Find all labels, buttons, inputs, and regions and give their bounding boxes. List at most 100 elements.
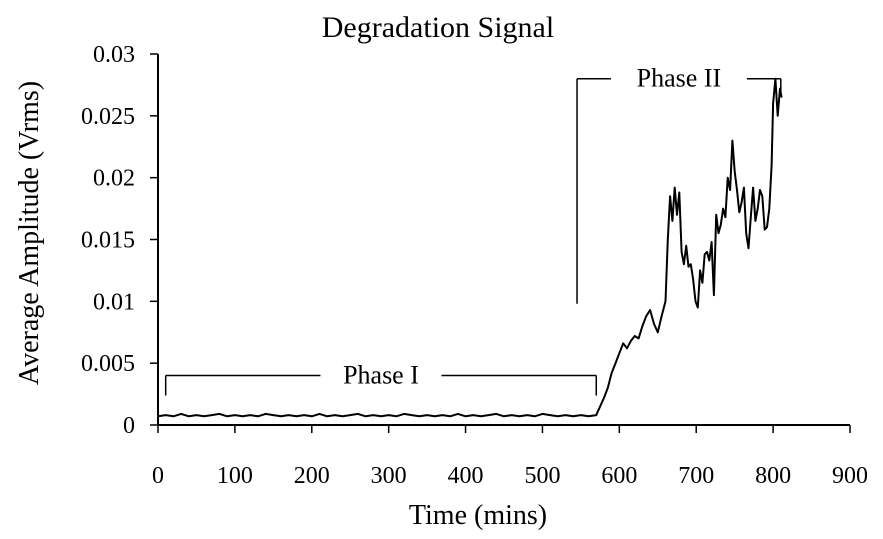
data-point: [449, 415, 451, 417]
y-tick-label: 0.005: [81, 351, 135, 377]
data-point: [588, 415, 590, 417]
series-line: [157, 77, 783, 418]
data-point: [411, 414, 413, 416]
x-tick-label: 900: [832, 463, 868, 489]
data-point: [288, 414, 290, 416]
data-point: [211, 414, 213, 416]
data-point: [681, 251, 683, 253]
data-point: [641, 325, 644, 327]
data-point: [626, 347, 628, 349]
x-tick-label: 300: [371, 463, 407, 489]
data-point: [777, 115, 779, 117]
data-point: [649, 309, 651, 311]
data-point: [741, 201, 743, 203]
x-tick-label: 200: [294, 463, 330, 489]
data-point: [699, 269, 701, 271]
ticks: 0 100 200 300 400 500 600 700 800 900 0 0.005 0.01 0.…: [81, 42, 868, 489]
data-point: [745, 232, 747, 234]
data-point: [372, 414, 374, 416]
data-point: [618, 352, 620, 354]
data-point: [764, 229, 766, 231]
data-point: [434, 415, 436, 417]
data-point: [265, 413, 267, 415]
data-point: [781, 96, 783, 98]
data-point: [761, 195, 763, 197]
chart-title: Degradation Signal: [322, 11, 554, 44]
x-tick-label: 700: [678, 463, 714, 489]
data-point: [715, 214, 717, 216]
data-point: [488, 414, 490, 416]
data-point: [426, 414, 428, 416]
y-tick-label: 0.025: [81, 104, 135, 130]
data-point: [603, 397, 605, 399]
data-point: [257, 415, 259, 417]
data-point: [757, 208, 759, 210]
data-point: [607, 387, 609, 389]
data-point: [280, 415, 282, 417]
data-point: [661, 315, 663, 317]
data-point: [772, 102, 774, 105]
data-point: [365, 415, 367, 417]
annotations: Phase I Phase II: [164, 64, 782, 396]
data-point: [318, 413, 321, 415]
data-point: [634, 335, 636, 337]
x-axis-label: Time (mins): [409, 500, 547, 531]
data-point: [157, 415, 159, 417]
data-point: [572, 415, 574, 417]
data-point: [457, 413, 459, 415]
data-point: [226, 415, 228, 417]
x-tick-label: 0: [152, 463, 164, 489]
data-point: [349, 414, 351, 416]
data-point: [736, 189, 738, 191]
data-point: [685, 245, 687, 247]
data-point: [599, 405, 601, 407]
data-point: [326, 415, 328, 417]
data-point: [701, 282, 704, 284]
data-point: [511, 414, 513, 416]
data-point: [311, 415, 313, 417]
data-point: [674, 187, 676, 189]
data-point: [645, 315, 647, 317]
data-point: [611, 372, 613, 374]
data-point: [678, 191, 680, 194]
data-point: [731, 140, 734, 142]
data-point: [388, 414, 390, 416]
data-point: [172, 415, 174, 417]
data-point: [234, 414, 236, 416]
y-axis-label: Average Amplitude (Vrms): [14, 81, 45, 385]
data-point: [495, 413, 497, 415]
data-point: [441, 414, 444, 416]
data-point: [195, 414, 197, 416]
data-point: [165, 414, 167, 416]
data-point: [713, 294, 715, 296]
data-point: [697, 306, 699, 309]
data-point: [465, 415, 467, 417]
data-point: [272, 414, 274, 416]
data-point: [188, 415, 190, 417]
phase-label: Phase I: [343, 361, 419, 390]
x-tick-label: 800: [755, 463, 791, 489]
data-point: [766, 226, 768, 228]
data-point: [724, 216, 727, 218]
data-point: [687, 266, 690, 268]
data-point: [752, 187, 754, 189]
data-point: [754, 220, 757, 222]
data-point: [622, 342, 624, 344]
data-point: [727, 177, 729, 179]
data-point: [638, 337, 640, 339]
data-point: [738, 211, 740, 213]
data-point: [692, 278, 694, 280]
y-tick-label: 0.01: [93, 289, 135, 315]
data-point: [203, 415, 205, 417]
x-tick-label: 600: [601, 463, 637, 489]
data-point: [595, 414, 597, 416]
data-point: [743, 187, 745, 189]
data-point: [597, 410, 599, 412]
data-point: [630, 340, 632, 342]
data-point: [564, 414, 567, 416]
data-point: [357, 413, 359, 415]
data-point: [771, 164, 773, 166]
data-point: [380, 415, 382, 417]
data-point: [549, 414, 551, 416]
data-point: [717, 232, 720, 234]
